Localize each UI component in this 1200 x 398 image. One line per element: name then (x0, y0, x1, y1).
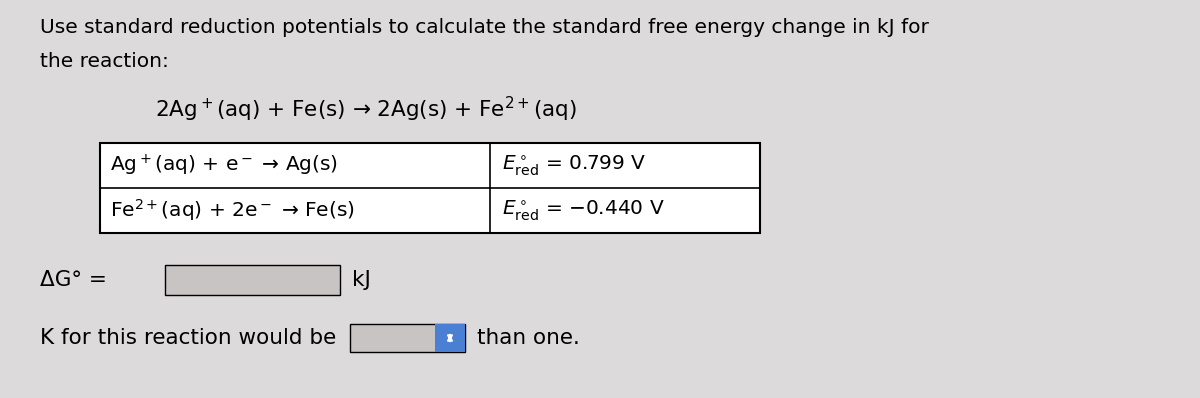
Text: Ag$^+$(aq) + e$^-$ → Ag(s): Ag$^+$(aq) + e$^-$ → Ag(s) (110, 153, 338, 178)
Text: $E^\circ_{\mathrm{red}}$ = −0.440 V: $E^\circ_{\mathrm{red}}$ = −0.440 V (502, 198, 665, 222)
Text: the reaction:: the reaction: (40, 52, 169, 71)
Text: Fe$^{2+}$(aq) + 2e$^-$ → Fe(s): Fe$^{2+}$(aq) + 2e$^-$ → Fe(s) (110, 197, 355, 223)
Bar (100, 143, 760, 233)
Text: kJ: kJ (352, 270, 371, 290)
Text: Use standard reduction potentials to calculate the standard free energy change i: Use standard reduction potentials to cal… (40, 18, 929, 37)
Bar (166, 265, 340, 295)
Text: $E^\circ_{\mathrm{red}}$ = 0.799 V: $E^\circ_{\mathrm{red}}$ = 0.799 V (502, 153, 647, 178)
Text: ΔG° =: ΔG° = (40, 270, 107, 290)
Bar (350, 324, 466, 352)
Text: K for this reaction would be: K for this reaction would be (40, 328, 336, 348)
Text: 2Ag$^+$(aq) + Fe(s) → 2Ag(s) + Fe$^{2+}$(aq): 2Ag$^+$(aq) + Fe(s) → 2Ag(s) + Fe$^{2+}$… (155, 95, 577, 124)
Bar (436, 324, 466, 352)
Text: than one.: than one. (478, 328, 580, 348)
